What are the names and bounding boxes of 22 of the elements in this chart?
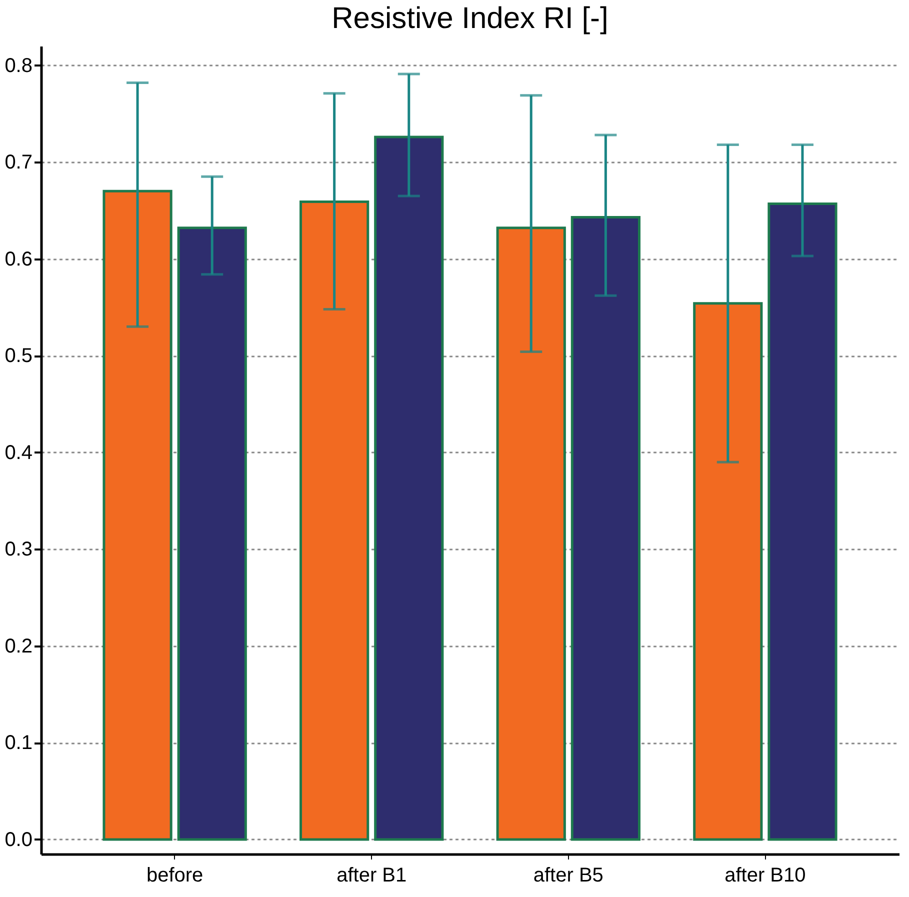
y-tick-label: 0.0 (4, 828, 32, 851)
y-tick-label: 0.8 (4, 54, 32, 77)
bar (102, 190, 172, 841)
bar (496, 226, 566, 841)
y-tick-label: 0.2 (4, 635, 32, 658)
y-tick-label: 0.1 (4, 732, 32, 754)
x-tick-label: after B10 (724, 864, 806, 886)
x-tick-label: after B1 (336, 864, 407, 886)
x-tick-label: after B5 (533, 864, 604, 886)
chart-title: Resistive Index RI [-] (332, 2, 608, 35)
y-tick-label: 0.5 (4, 345, 32, 368)
bar (177, 226, 247, 841)
bar (374, 136, 444, 841)
y-tick-label: 0.6 (4, 248, 32, 270)
y-tick-label: 0.7 (4, 152, 32, 174)
bar (570, 216, 640, 841)
bar (300, 200, 370, 841)
y-tick-label: 0.3 (4, 538, 32, 561)
bar (768, 202, 838, 841)
bar (693, 302, 763, 841)
y-tick-label: 0.4 (4, 442, 32, 464)
x-tick-label: before (146, 864, 204, 886)
